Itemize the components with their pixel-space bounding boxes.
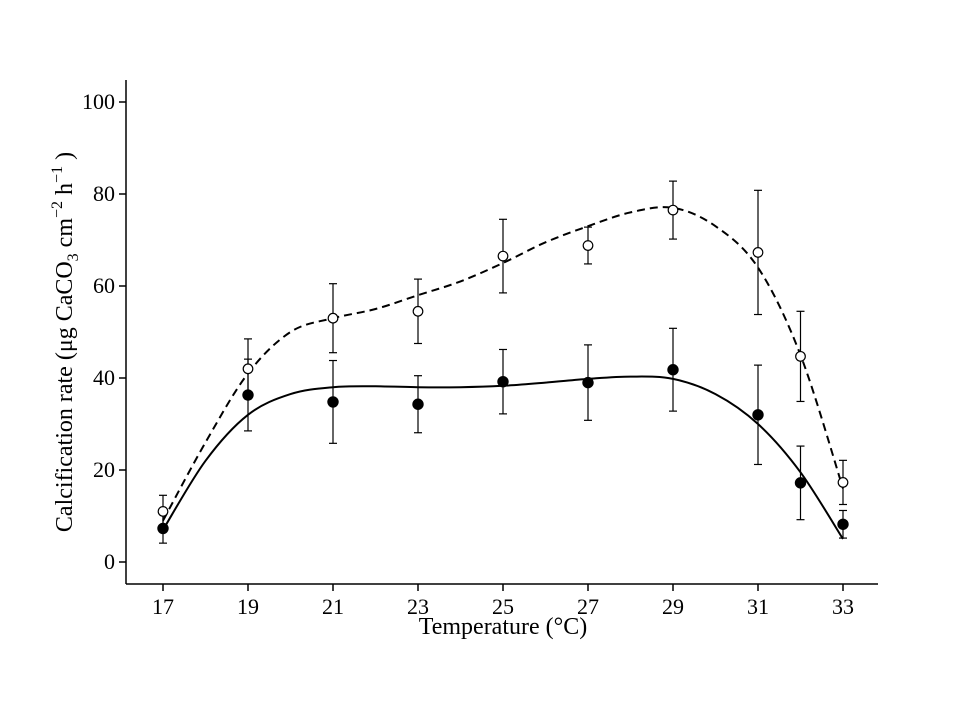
- y-axis-title-suffix: ): [52, 152, 78, 166]
- x-tick-label: 19: [237, 594, 259, 619]
- y-tick-label: 20: [93, 457, 115, 482]
- x-axis-ticks: 17 19 21 23 25 27 29 31 33: [152, 584, 854, 619]
- filled-circle-point: [327, 396, 339, 408]
- filled-circle-point: [412, 398, 424, 410]
- x-tick-label: 23: [407, 594, 429, 619]
- filled-circle-point: [667, 364, 679, 376]
- open-circle-point: [327, 312, 339, 324]
- x-tick-label: 33: [832, 594, 854, 619]
- filled-circle-point: [794, 477, 807, 489]
- filled-circle-point: [837, 518, 849, 530]
- y-axis-ticks: 0 20 40 60 80 100: [82, 89, 126, 574]
- filled-circle-point: [242, 389, 254, 401]
- x-tick-label: 29: [662, 594, 684, 619]
- filled-circle-point: [157, 522, 169, 535]
- y-axis-title-superscript1: −2: [49, 201, 66, 218]
- y-tick-label: 40: [93, 365, 115, 390]
- axes: [125, 80, 878, 585]
- filled-circle-point: [752, 409, 764, 421]
- open-circle-point: [837, 477, 849, 488]
- filled-circle-point: [497, 375, 509, 388]
- x-tick-label: 31: [747, 594, 769, 619]
- y-tick-label: 80: [93, 181, 115, 206]
- error-bars: [159, 180, 847, 544]
- dashed-fit-curve: [162, 206, 844, 522]
- x-tick-label: 21: [322, 594, 344, 619]
- y-axis-title: Calcification rate (μg CaCO3 cm−2 h−1 ): [49, 152, 82, 532]
- open-circle-point: [242, 363, 254, 375]
- open-circle-point: [497, 250, 509, 262]
- y-tick-label: 100: [82, 89, 115, 114]
- data-points: [157, 204, 849, 535]
- x-tick-label: 17: [152, 594, 174, 619]
- filled-circle-point: [582, 376, 594, 389]
- open-circle-point: [752, 247, 764, 258]
- open-circle-point: [412, 305, 424, 317]
- y-tick-label: 0: [104, 549, 115, 574]
- y-tick-label: 60: [93, 273, 115, 298]
- y-axis-title-unit2: h: [52, 183, 78, 201]
- open-circle-point: [582, 240, 594, 251]
- y-axis-title-unit1: cm: [52, 218, 78, 254]
- x-axis-title: Temperature (°C): [419, 614, 588, 640]
- open-circle-point: [667, 204, 679, 216]
- x-tick-label: 27: [577, 594, 599, 619]
- y-axis-title-prefix: Calcification rate (μg CaCO: [52, 261, 78, 532]
- open-circle-point: [795, 350, 806, 362]
- open-circle-point: [157, 506, 169, 517]
- x-tick-label: 25: [492, 594, 514, 619]
- y-axis-title-superscript2: −1: [49, 166, 66, 183]
- y-axis-title-subscript: 3: [65, 253, 82, 261]
